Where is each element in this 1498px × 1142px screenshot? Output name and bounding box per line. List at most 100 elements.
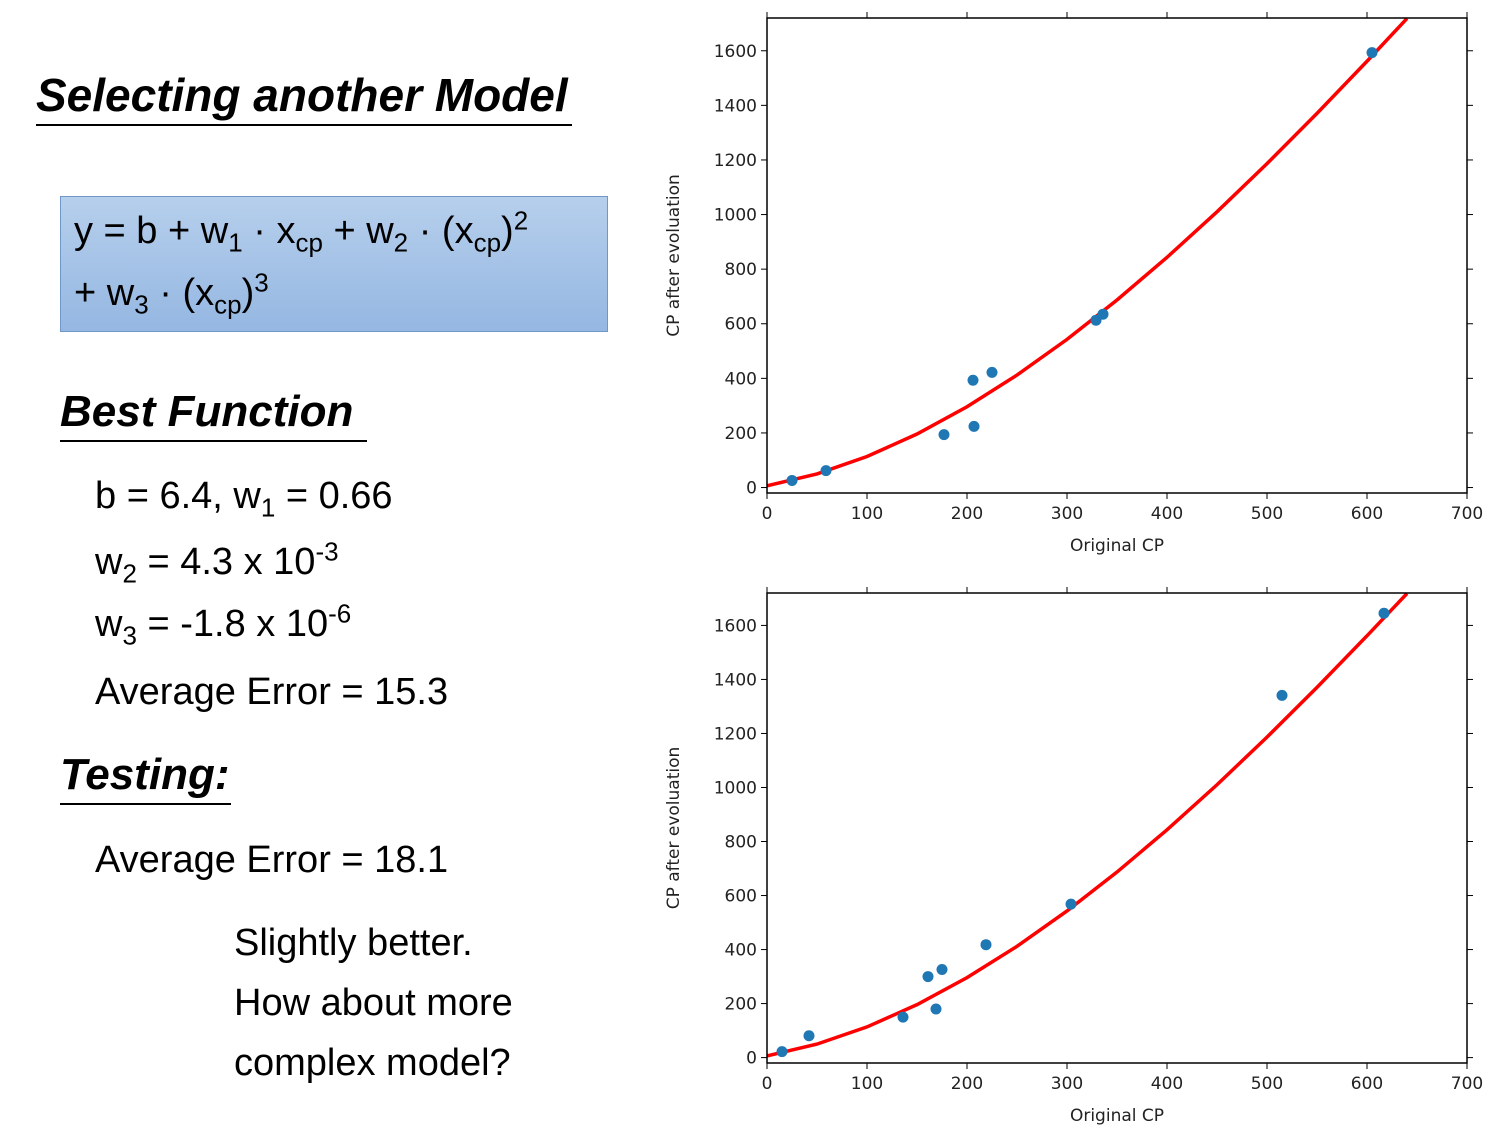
data-point: [980, 939, 992, 951]
data-point: [803, 1030, 815, 1042]
y-tick-label: 0: [746, 1049, 757, 1069]
plot-area: [767, 18, 1409, 488]
x-axis-label: Original CP: [1070, 536, 1164, 556]
text-line: w2 = 4.3 x 10-3: [95, 538, 339, 586]
y-tick-label: 600: [725, 887, 757, 907]
data-point: [786, 474, 798, 486]
section-heading: Best Function: [60, 390, 368, 442]
chart: 0 100 200 300 400 500 600 700 0 200 400 600 800 1000 1…: [664, 12, 1483, 556]
text-run: 2: [393, 227, 409, 258]
plot-frame: [766, 592, 1468, 1064]
note-line: How about more: [234, 982, 513, 1024]
note-line: complex model?: [234, 1042, 511, 1084]
text-run: cp: [214, 289, 242, 320]
x-tick-label: 400: [1151, 1074, 1183, 1094]
text-run: = 4.3 x 10: [136, 541, 316, 583]
text-run: 3: [254, 267, 269, 298]
x-axis-label: Original CP: [1070, 1106, 1164, 1126]
y-tick-label: 200: [725, 995, 757, 1015]
x-tick-label: 300: [1051, 1074, 1083, 1094]
section-heading: Testing:: [60, 753, 232, 805]
text-run: · (x: [148, 272, 215, 314]
x-tick-label: 300: [1051, 504, 1083, 524]
data-point: [1097, 308, 1109, 320]
y-tick-label: 400: [725, 369, 757, 389]
text-run: 1: [260, 492, 276, 523]
text-run: w: [95, 541, 123, 583]
text-run: cp: [473, 227, 502, 258]
x-tick-label: 600: [1351, 504, 1383, 524]
text-run: -6: [328, 598, 352, 629]
data-point: [922, 971, 934, 983]
y-tick-label: 800: [725, 833, 757, 853]
text-run: · (x: [408, 210, 474, 252]
text-line: b = 6.4, w1 = 0.66: [95, 475, 393, 521]
x-tick-label: 0: [762, 1074, 773, 1094]
text-run: ): [241, 272, 255, 314]
note-line: Slightly better.: [234, 922, 473, 964]
text-run: b = 6.4, w: [95, 475, 261, 517]
y-tick-label: 1400: [714, 670, 757, 690]
text-run: + w: [322, 210, 394, 252]
data-point: [967, 374, 979, 386]
y-tick-label: 1600: [714, 616, 757, 636]
plot-frame: [766, 17, 1468, 494]
text-run: Average Error = 15.3: [95, 671, 449, 713]
text-line: Average Error = 15.3: [95, 673, 448, 711]
text-run: y = b + w: [74, 210, 229, 252]
data-point: [820, 465, 832, 477]
data-point: [1065, 898, 1077, 910]
x-tick-label: 100: [851, 504, 883, 524]
data-point: [968, 420, 980, 432]
y-tick-label: 200: [725, 424, 757, 444]
data-point: [1378, 607, 1390, 619]
x-tick-label: 200: [951, 504, 983, 524]
text-run: 3: [122, 620, 137, 651]
x-tick-label: 100: [851, 1074, 883, 1094]
y-tick-label: 1400: [714, 96, 757, 116]
text-run: + w: [74, 272, 135, 314]
text-run: -3: [315, 536, 339, 567]
x-tick-label: 500: [1251, 1074, 1283, 1094]
y-axis-label: CP after evoluation: [664, 174, 684, 337]
y-tick-label: 600: [725, 315, 757, 335]
data-point: [1276, 689, 1288, 701]
x-tick-label: 600: [1351, 1074, 1383, 1094]
data-point: [897, 1011, 909, 1023]
formula-line: y = b + w1 · xcp + w2 · (xcp)2: [74, 207, 528, 255]
x-tick-label: 200: [951, 1074, 983, 1094]
y-tick-label: 1000: [714, 206, 757, 226]
text-run: w: [95, 603, 123, 645]
data-point: [936, 964, 948, 976]
data-point: [938, 429, 950, 441]
chart: 0 100 200 300 400 500 600 700 0 200 400 600 800 1000 1…: [664, 587, 1483, 1126]
text-run: · x: [242, 210, 296, 252]
data-point: [986, 366, 998, 378]
text-run: cp: [295, 227, 323, 258]
data-point: [930, 1003, 942, 1015]
y-tick-label: 1600: [714, 42, 757, 62]
plot-area: [767, 593, 1409, 1058]
y-tick-label: 800: [725, 260, 757, 280]
x-tick-label: 700: [1451, 1074, 1483, 1094]
text-line: Average Error = 18.1: [95, 841, 448, 879]
y-tick-label: 400: [725, 941, 757, 961]
text-run: = 0.66: [275, 475, 393, 517]
y-tick-label: 1200: [714, 151, 757, 171]
text-run: ): [501, 210, 514, 252]
text-run: 2: [122, 558, 137, 589]
x-tick-label: 400: [1151, 504, 1183, 524]
text-run: = -1.8 x 10: [136, 603, 329, 645]
text-run: 1: [228, 227, 243, 258]
formula-line: + w3 · (xcp)3: [74, 269, 269, 317]
data-point: [1366, 47, 1378, 59]
data-point: [776, 1046, 788, 1058]
formula-box: [60, 196, 608, 332]
slide-title: Selecting another Model: [36, 72, 572, 126]
y-tick-label: 0: [746, 479, 757, 499]
y-tick-label: 1200: [714, 724, 757, 744]
text-run: 2: [513, 205, 529, 236]
text-line: w3 = -1.8 x 10-6: [95, 600, 351, 648]
text-run: Average Error = 18.1: [95, 839, 449, 881]
